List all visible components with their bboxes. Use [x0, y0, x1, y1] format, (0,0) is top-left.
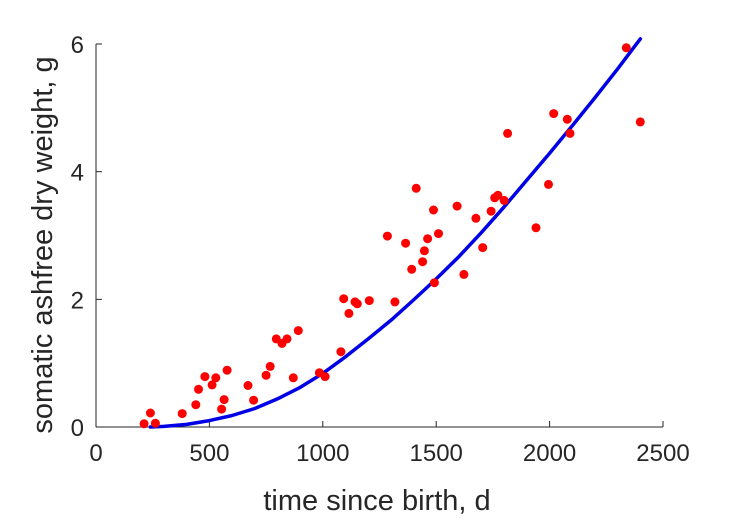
- data-point: [265, 361, 275, 371]
- y-tick-label: 6: [71, 32, 84, 59]
- data-point: [145, 408, 155, 418]
- data-point: [261, 370, 271, 380]
- x-tick-label: 1000: [296, 440, 349, 467]
- data-point: [635, 117, 645, 127]
- data-point: [434, 229, 443, 239]
- y-tick-label: 4: [71, 160, 84, 187]
- data-point: [423, 234, 433, 244]
- fit-curve-layer: [148, 37, 643, 429]
- data-point: [177, 409, 187, 419]
- data-point: [150, 418, 160, 428]
- y-tick-label: 2: [71, 287, 84, 314]
- data-point: [478, 243, 488, 253]
- data-point: [222, 365, 232, 375]
- y-axis-label: somatic ashfree dry weight, g: [27, 56, 59, 433]
- data-point: [194, 384, 203, 394]
- data-point: [320, 372, 330, 382]
- data-point: [249, 395, 259, 405]
- fit-curve: [148, 37, 643, 429]
- data-point: [139, 419, 149, 429]
- data-point: [562, 114, 572, 124]
- data-point: [382, 231, 392, 241]
- data-point: [565, 128, 575, 138]
- data-point: [217, 404, 227, 414]
- x-tick-label: 1500: [410, 440, 463, 467]
- data-point: [459, 269, 469, 279]
- data-point: [411, 183, 421, 193]
- data-point: [531, 223, 541, 233]
- data-point: [549, 109, 559, 119]
- data-point: [621, 43, 631, 53]
- data-point: [336, 347, 346, 357]
- data-point: [282, 334, 292, 344]
- data-point: [401, 238, 411, 248]
- data-points-layer: [139, 43, 645, 429]
- y-tick-label: 0: [71, 415, 84, 442]
- data-point: [390, 297, 400, 307]
- axis-labels-layer: time since birth, d somatic ashfree dry …: [27, 56, 491, 517]
- data-point: [503, 128, 513, 138]
- data-point: [288, 373, 298, 383]
- data-point: [419, 246, 429, 256]
- data-point: [493, 190, 503, 200]
- data-point: [364, 296, 374, 306]
- data-point: [352, 299, 362, 309]
- data-point: [418, 257, 428, 267]
- data-point: [407, 264, 417, 274]
- x-tick-label: 0: [89, 440, 102, 467]
- x-tick-label: 2000: [523, 440, 576, 467]
- x-tick-label: 500: [189, 440, 229, 467]
- axes: 0 500 1000 1500 2000 2500 0 2 4 6: [71, 32, 690, 467]
- data-point: [471, 213, 481, 223]
- data-point: [429, 278, 439, 288]
- data-point: [429, 205, 438, 215]
- data-point: [544, 179, 553, 189]
- data-point: [499, 195, 509, 205]
- data-point: [219, 395, 229, 405]
- data-point: [486, 206, 496, 216]
- data-point: [200, 372, 210, 382]
- data-point: [339, 294, 349, 304]
- data-point: [293, 326, 303, 336]
- data-point: [243, 381, 253, 390]
- data-point: [211, 373, 221, 383]
- x-axis-label: time since birth, d: [263, 485, 490, 517]
- data-point: [207, 380, 217, 390]
- x-tick-label: 2500: [636, 440, 689, 467]
- data-point: [191, 400, 201, 410]
- data-point: [452, 201, 462, 211]
- data-point: [344, 308, 354, 318]
